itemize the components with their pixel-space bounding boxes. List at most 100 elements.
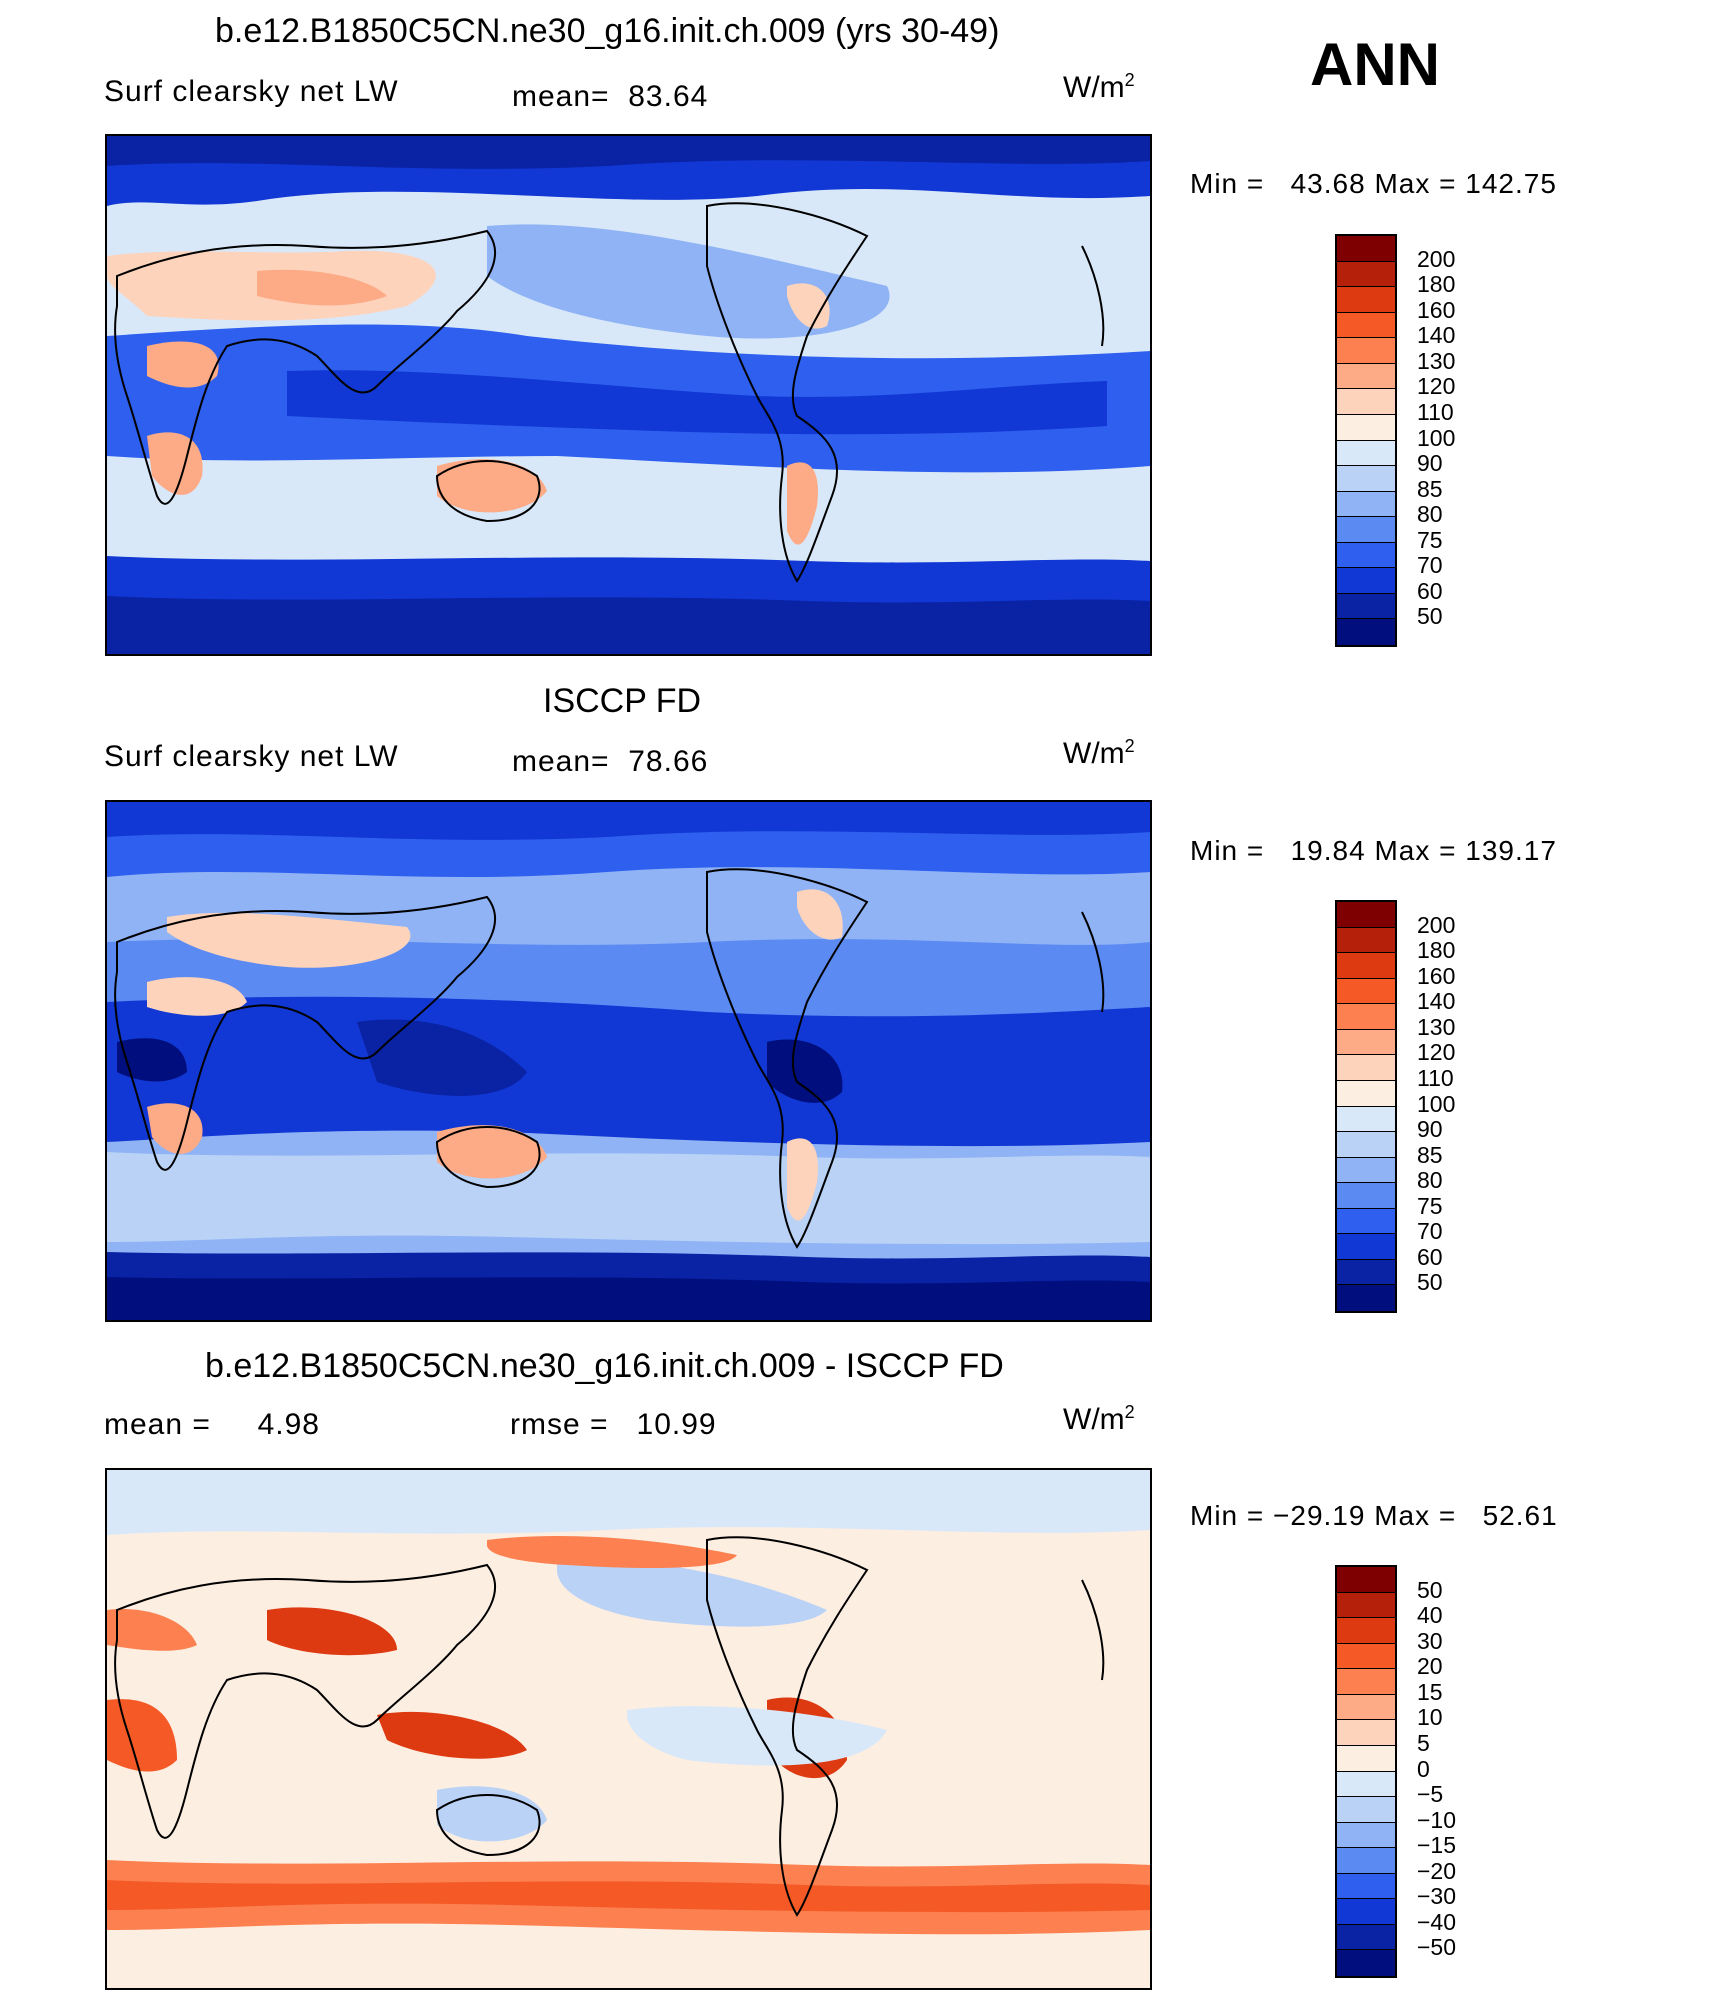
obs-colorbar-tick-label: 75: [1417, 1192, 1443, 1219]
model-colorbar-tick-label: 80: [1417, 501, 1443, 528]
model-sahara: [147, 341, 219, 388]
diff-colorbar-swatch: [1337, 1618, 1395, 1644]
diff-panel-title: b.e12.B1850C5CN.ne30_g16.init.ch.009 - I…: [205, 1347, 1004, 1385]
model-colorbar-tick-label: 180: [1417, 271, 1456, 298]
obs-colorbar-swatch: [1337, 927, 1395, 954]
obs-colorbar-tick-label: 50: [1417, 1269, 1443, 1296]
diff-colorbar-tick-label: 50: [1417, 1576, 1443, 1603]
model-panel-title: b.e12.B1850C5CN.ne30_g16.init.ch.009 (yr…: [215, 12, 1000, 50]
obs-colorbar-tick-label: 85: [1417, 1141, 1443, 1168]
diff-colorbar-swatch: [1337, 1720, 1395, 1746]
obs-colorbar-tick-label: 90: [1417, 1116, 1443, 1143]
diff-colorbar-tick-label: −20: [1417, 1857, 1457, 1884]
model-australia: [437, 459, 547, 513]
model-colorbar-swatch: [1337, 338, 1395, 364]
model-colorbar-tick-label: 50: [1417, 603, 1443, 630]
model-colorbar-swatch: [1337, 236, 1395, 262]
obs-colorbar-swatch: [1337, 902, 1395, 928]
model-colorbar-swatch: [1337, 542, 1395, 569]
model-colorbar-tick-label: 100: [1417, 424, 1456, 451]
model-asia-hot: [257, 269, 387, 306]
model-colorbar-tick-label: 120: [1417, 373, 1456, 400]
obs-colorbar-swatch: [1337, 978, 1395, 1005]
obs-colorbar-tick-label: 140: [1417, 988, 1456, 1015]
diff-map-field: [107, 1470, 1150, 1988]
diff-min-max: Min = −29.19 Max = 52.61: [1190, 1500, 1558, 1531]
obs-arctic-core: [107, 802, 1150, 840]
diff-colorbar-tick-label: −50: [1417, 1934, 1457, 1961]
model-antarctica: [107, 596, 1150, 654]
diff-colorbar-swatch: [1337, 1669, 1395, 1695]
model-colorbar-tick-label: 60: [1417, 577, 1443, 604]
model-min-max: Min = 43.68 Max = 142.75: [1190, 168, 1557, 199]
diff-colorbar-swatch: [1337, 1848, 1395, 1874]
obs-units: W/m2: [1063, 736, 1135, 770]
obs-map: [105, 800, 1152, 1322]
obs-colorbar: [1335, 900, 1397, 1313]
obs-coastlines: [114, 868, 1105, 1249]
model-units: W/m2: [1063, 70, 1135, 104]
obs-colorbar-swatch: [1337, 1234, 1395, 1260]
diff-colorbar-swatch: [1337, 1567, 1395, 1593]
obs-eurasia-warm: [167, 912, 411, 968]
obs-colorbar-tick-label: 70: [1417, 1218, 1443, 1245]
model-colorbar-swatch: [1337, 517, 1395, 543]
diff-colorbar-swatch: [1337, 1797, 1395, 1823]
obs-colorbar-swatch: [1337, 1259, 1395, 1286]
obs-colorbar-swatch: [1337, 1055, 1395, 1081]
model-colorbar-tick-label: 85: [1417, 475, 1443, 502]
diff-colorbar-tick-label: 20: [1417, 1653, 1443, 1680]
diff-units: W/m2: [1063, 1402, 1135, 1436]
diff-colorbar-tick-label: −30: [1417, 1883, 1457, 1910]
diff-colorbar-tick-label: −40: [1417, 1908, 1457, 1935]
obs-variable-label: Surf clearsky net LW: [104, 740, 399, 773]
obs-colorbar-tick-label: 160: [1417, 962, 1456, 989]
diff-antarctica: [107, 1940, 1150, 1988]
obs-andes: [787, 1138, 818, 1221]
model-colorbar-swatch: [1337, 440, 1395, 467]
obs-colorbar-tick-label: 130: [1417, 1013, 1456, 1040]
diff-colorbar-swatch: [1337, 1899, 1395, 1925]
diff-colorbar-tick-label: 30: [1417, 1627, 1443, 1654]
model-map: [105, 134, 1152, 656]
model-colorbar: [1335, 234, 1397, 647]
diff-colorbar-tick-label: 5: [1417, 1729, 1430, 1756]
diff-map: [105, 1468, 1152, 1990]
obs-us-west: [797, 889, 843, 940]
diff-colorbar-tick-label: 15: [1417, 1678, 1443, 1705]
obs-colorbar-swatch: [1337, 1157, 1395, 1184]
obs-min-max: Min = 19.84 Max = 139.17: [1190, 835, 1557, 866]
obs-sahara: [147, 977, 247, 1016]
obs-colorbar-tick-label: 110: [1417, 1064, 1454, 1091]
diff-npac-warm: [487, 1535, 737, 1568]
obs-antarctica: [107, 1277, 1150, 1320]
obs-maritime-continent: [357, 1019, 527, 1096]
model-colorbar-tick-label: 200: [1417, 245, 1456, 272]
obs-map-field: [107, 802, 1150, 1320]
obs-mean: mean= 78.66: [512, 745, 709, 778]
model-mean: mean= 83.64: [512, 80, 709, 113]
obs-colorbar-tick-label: 180: [1417, 937, 1456, 964]
diff-colorbar-tick-label: −5: [1417, 1781, 1444, 1808]
model-colorbar-swatch: [1337, 491, 1395, 518]
model-colorbar-tick-label: 75: [1417, 526, 1443, 553]
model-itcz: [287, 370, 1107, 435]
season-label: ANN: [1310, 31, 1440, 98]
obs-amazon: [767, 1039, 843, 1103]
obs-panel-title: ISCCP FD: [543, 682, 702, 720]
obs-colorbar-tick-label: 200: [1417, 911, 1456, 938]
diff-colorbar-swatch: [1337, 1873, 1395, 1900]
model-variable-label: Surf clearsky net LW: [104, 75, 399, 108]
model-colorbar-swatch: [1337, 568, 1395, 594]
diff-colorbar-swatch: [1337, 1771, 1395, 1798]
model-us-west: [787, 283, 830, 329]
diff-atlantic-warm: [107, 1609, 197, 1651]
model-colorbar-tick-label: 130: [1417, 347, 1456, 374]
obs-colorbar-swatch: [1337, 1132, 1395, 1158]
model-arctic-core: [107, 136, 1150, 169]
diff-arctic: [107, 1470, 1150, 1535]
diff-colorbar-tick-label: 10: [1417, 1704, 1443, 1731]
obs-congo: [117, 1038, 187, 1082]
obs-colorbar-swatch: [1337, 1208, 1395, 1235]
obs-australia: [437, 1125, 547, 1179]
